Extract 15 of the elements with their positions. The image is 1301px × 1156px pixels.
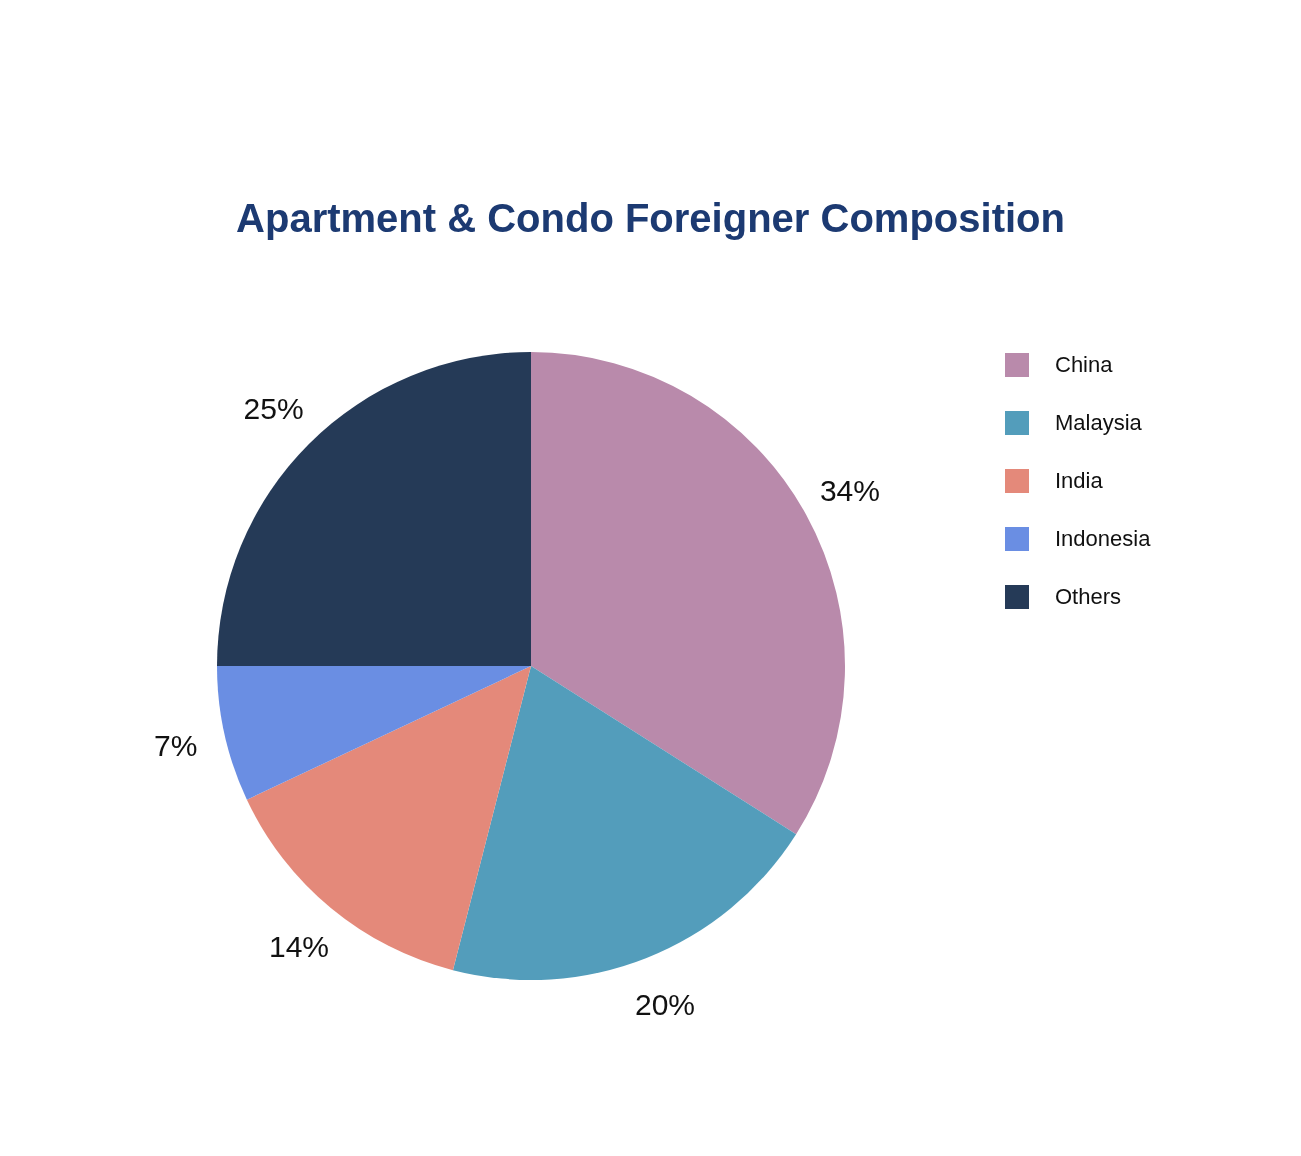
legend-label: Indonesia <box>1055 526 1151 552</box>
chart-title: Apartment & Condo Foreigner Composition <box>235 195 1066 242</box>
pie-slice <box>217 666 531 800</box>
data-label: 25% <box>243 392 304 426</box>
legend-label: Others <box>1055 584 1122 610</box>
data-label: 20% <box>634 987 696 1021</box>
pie-slice <box>217 352 531 666</box>
legend-label: India <box>1055 468 1103 494</box>
pie-slice <box>246 666 531 971</box>
pie-slice <box>452 666 797 980</box>
data-label: 7% <box>154 728 198 762</box>
legend-label: China <box>1055 352 1113 378</box>
data-label: 14% <box>268 929 329 963</box>
legend-label: Malaysia <box>1055 410 1142 436</box>
data-label: 34% <box>819 474 880 508</box>
